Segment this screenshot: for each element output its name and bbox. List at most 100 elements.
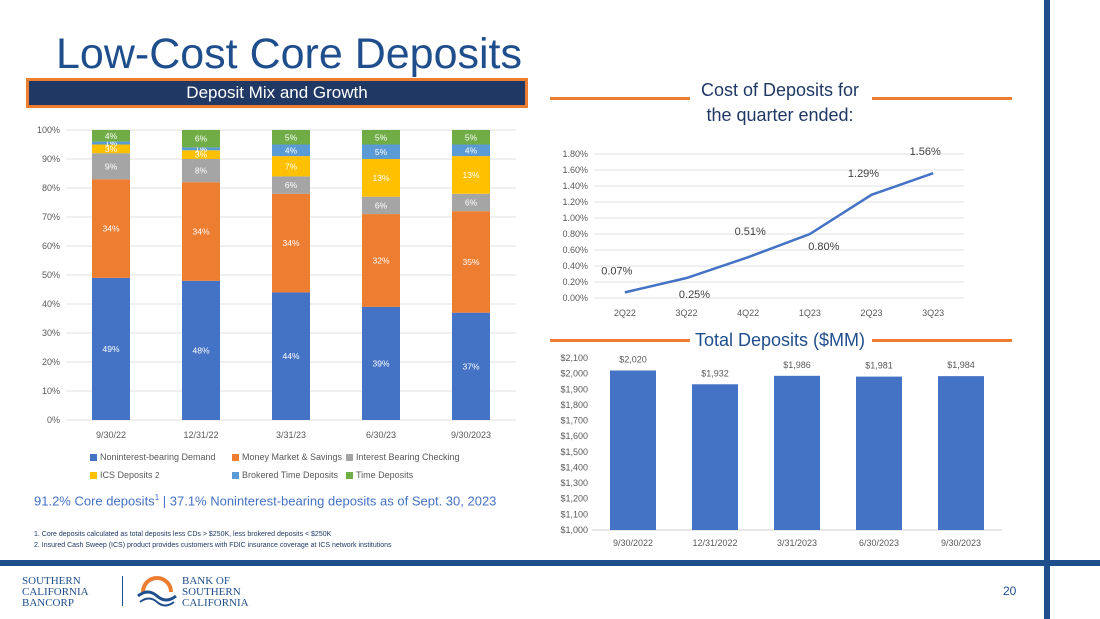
segment-label: 4%: [105, 131, 118, 141]
legend-item: Brokered Time Deposits: [232, 470, 338, 480]
y-tick-label: 40%: [42, 299, 60, 309]
x-tick-label: 9/30/2023: [941, 538, 981, 548]
segment-label: 39%: [372, 358, 389, 368]
stacked-bar-segment: [92, 130, 130, 142]
bar-value-label: $1,986: [783, 360, 811, 370]
page-title: Low-Cost Core Deposits: [56, 30, 523, 78]
bank-of-southern-california-logo: BANK OF SOUTHERN CALIFORNIA: [182, 576, 249, 609]
y-tick-label: $1,200: [560, 494, 588, 504]
total-deposit-bar: [856, 376, 902, 530]
deposit-mix-chart: 0% 10% 20% 30% 40% 50% 60% 70% 80% 90% 100% 49% 34% 9…: [37, 125, 516, 440]
stacked-bar-segment: [182, 159, 220, 183]
segment-label: 34%: [282, 238, 299, 248]
stacked-bar-segment: [452, 130, 490, 145]
cost-of-deposits-chart: 0.00% 0.20% 0.40% 0.60% 0.80% 1.00% 1.20% 1.40%…: [562, 146, 964, 318]
y-tick-label: 10%: [42, 386, 60, 396]
stacked-bar-segment: [92, 141, 130, 145]
core-deposits-note: 91.2% Core deposits1 | 37.1% Noninterest…: [34, 493, 496, 508]
segment-label: 5%: [465, 132, 478, 142]
y-tick-label: $1,600: [560, 431, 588, 441]
segment-label: 48%: [192, 345, 209, 355]
segment-label: 13%: [372, 173, 389, 183]
segment-label: 6%: [195, 134, 208, 144]
x-tick-label: 9/30/22: [96, 430, 126, 440]
segment-label: 4%: [465, 145, 478, 155]
x-tick-label: 3Q22: [675, 308, 697, 318]
cost-title-rule-left: [550, 97, 690, 100]
y-tick-label: $1,500: [560, 447, 588, 457]
logo-right-line-3: CALIFORNIA: [182, 597, 249, 609]
stacked-bar-segment: [362, 306, 400, 420]
segment-label: 4%: [285, 145, 298, 155]
stacked-bar-segment: [452, 156, 490, 194]
southern-california-bancorp-logo: SOUTHERN CALIFORNIA BANCORP: [22, 576, 89, 609]
x-tick-label: 1Q23: [799, 308, 821, 318]
stacked-bar-segment: [452, 211, 490, 313]
x-tick-label: 6/30/2023: [859, 538, 899, 548]
y-tick-label: 0.40%: [562, 261, 588, 271]
segment-label: 1%: [195, 144, 208, 154]
y-tick-label: $1,100: [560, 509, 588, 519]
logo-left-line-2: CALIFORNIA: [22, 586, 89, 598]
y-tick-label: $2,100: [560, 353, 588, 363]
core-note-sup: 1: [154, 493, 160, 502]
total-title-rule-right: [872, 339, 1012, 342]
total-deposits-title: Total Deposits ($MM): [694, 330, 866, 350]
stacked-bar-segment: [362, 159, 400, 197]
stacked-bar-segment: [92, 153, 130, 180]
y-tick-label: 0.60%: [562, 245, 588, 255]
y-tick-label: 1.80%: [562, 149, 588, 159]
legend-label: Money Market & Savings: [242, 452, 343, 462]
segment-label: 34%: [192, 227, 209, 237]
legend-swatch: [232, 472, 239, 480]
cost-of-deposits-title: Cost of Deposits for the quarter ended:: [700, 80, 860, 125]
segment-label: 5%: [375, 132, 388, 142]
data-label: 0.25%: [679, 289, 710, 301]
legend-swatch: [346, 454, 353, 462]
y-tick-label: 30%: [42, 328, 60, 338]
y-tick-label: 50%: [42, 270, 60, 280]
bar-value-label: $1,981: [865, 361, 893, 371]
stacked-bar-segment: [272, 292, 310, 420]
segment-label: 34%: [102, 224, 119, 234]
segment-label: 1%: [105, 138, 118, 148]
segment-label: 6%: [465, 198, 478, 208]
data-label: 1.29%: [848, 168, 879, 180]
y-tick-label: $2,000: [560, 369, 588, 379]
x-tick-label: 12/31/2022: [692, 538, 737, 548]
legend-item: Interest Bearing Checking: [346, 452, 460, 462]
legend-label: ICS Deposits: [100, 470, 156, 480]
y-tick-label: 20%: [42, 357, 60, 367]
legend-item: Time Deposits: [346, 470, 413, 480]
legend-footnote-ref: 2: [155, 471, 160, 480]
x-tick-label: 4Q22: [737, 308, 759, 318]
core-note-post: | 37.1% Noninterest-bearing deposits as …: [159, 493, 497, 509]
core-note-pre: 91.2% Core deposits: [34, 493, 155, 509]
footnotes: 1. Core deposits calculated as total dep…: [34, 529, 392, 551]
data-label: 0.51%: [735, 226, 766, 238]
data-label: 0.80%: [808, 241, 839, 253]
bar-value-label: $1,984: [947, 360, 975, 370]
stacked-bar-segment: [272, 156, 310, 177]
segment-label: 32%: [372, 256, 389, 266]
segment-label: 13%: [462, 170, 479, 180]
segment-label: 37%: [462, 361, 479, 371]
stacked-bar-segment: [362, 196, 400, 215]
segment-label: 3%: [105, 144, 118, 154]
logo-right-line-2: SOUTHERN: [182, 586, 241, 598]
bank-wave-icon: [137, 576, 177, 607]
legend-swatch: [90, 454, 97, 462]
x-tick-label: 12/31/22: [183, 430, 218, 440]
stacked-bar-segment: [182, 150, 220, 159]
segment-label: 3%: [195, 150, 208, 160]
legend-swatch: [232, 454, 239, 462]
x-tick-label: 9/30/2023: [451, 430, 491, 440]
data-label: 1.56%: [910, 146, 941, 158]
deposit-mix-banner: Deposit Mix and Growth: [26, 78, 528, 108]
stacked-bar-segment: [272, 144, 310, 157]
stacked-bar-segment: [182, 182, 220, 281]
segment-label: 5%: [375, 147, 388, 157]
x-tick-label: 9/30/2022: [613, 538, 653, 548]
y-tick-label: 60%: [42, 241, 60, 251]
y-tick-label: $1,800: [560, 400, 588, 410]
